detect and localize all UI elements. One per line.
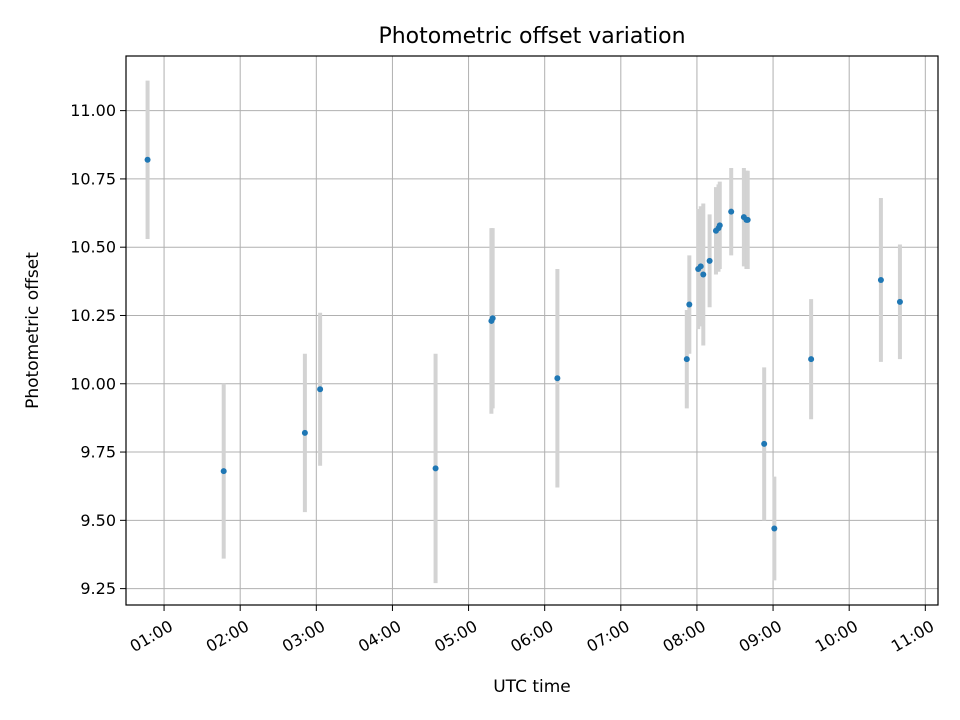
y-tick-label: 9.25 bbox=[80, 579, 116, 598]
x-tick-label: 02:00 bbox=[203, 616, 252, 656]
data-point bbox=[877, 276, 884, 283]
data-point bbox=[771, 525, 778, 532]
x-axis: 01:00 02:00 03:00 04:00 05:00 06:00 07:00 08:00… bbox=[127, 605, 937, 656]
y-tick-label: 10.50 bbox=[70, 238, 116, 257]
x-tick-label: 08:00 bbox=[660, 616, 709, 656]
x-tick-label: 10:00 bbox=[812, 616, 861, 656]
x-tick-label: 07:00 bbox=[583, 616, 632, 656]
data-point bbox=[808, 356, 815, 363]
y-tick-label: 11.00 bbox=[70, 101, 116, 120]
x-tick-label: 09:00 bbox=[736, 616, 785, 656]
data-point bbox=[554, 375, 561, 382]
y-axis-label: Photometric offset bbox=[23, 252, 43, 409]
data-points bbox=[144, 156, 903, 532]
x-tick-label: 03:00 bbox=[279, 616, 328, 656]
chart-title: Photometric offset variation bbox=[378, 24, 685, 49]
x-tick-label: 01:00 bbox=[127, 616, 176, 656]
y-tick-label: 9.75 bbox=[80, 443, 116, 462]
data-point bbox=[432, 465, 439, 472]
y-tick-label: 10.75 bbox=[70, 169, 116, 188]
data-point bbox=[686, 301, 693, 308]
y-tick-label: 10.00 bbox=[70, 374, 116, 393]
data-point bbox=[896, 298, 903, 305]
y-tick-label: 10.25 bbox=[70, 306, 116, 325]
data-point bbox=[489, 315, 496, 322]
data-point bbox=[301, 429, 308, 436]
data-point bbox=[706, 257, 713, 264]
data-point bbox=[728, 208, 735, 215]
x-axis-label: UTC time bbox=[493, 677, 571, 697]
error-bars bbox=[145, 80, 902, 584]
x-tick-label: 04:00 bbox=[355, 616, 404, 656]
data-point bbox=[744, 216, 751, 223]
data-point bbox=[317, 386, 324, 393]
y-tick-label: 9.50 bbox=[80, 511, 116, 530]
data-point bbox=[144, 156, 151, 163]
data-point bbox=[761, 440, 768, 447]
grid bbox=[126, 56, 938, 605]
data-point bbox=[220, 468, 227, 475]
x-tick-label: 11:00 bbox=[888, 616, 937, 656]
plot-frame bbox=[125, 55, 939, 606]
x-tick-label: 05:00 bbox=[431, 616, 480, 656]
data-point bbox=[700, 271, 707, 278]
data-point bbox=[683, 356, 690, 363]
data-point bbox=[697, 263, 704, 270]
x-tick-label: 06:00 bbox=[507, 616, 556, 656]
y-axis: 9.25 9.50 9.75 10.00 10.25 10.50 10.75 11.00 bbox=[70, 101, 126, 598]
data-point bbox=[716, 222, 723, 229]
